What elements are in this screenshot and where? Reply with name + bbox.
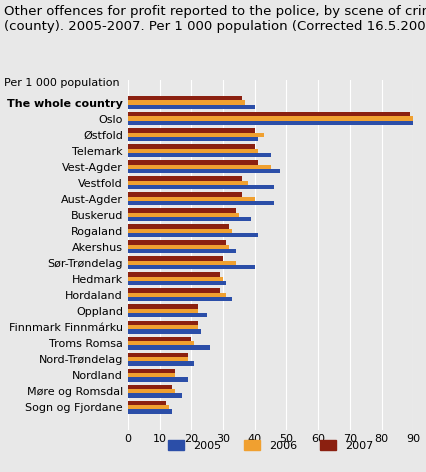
Bar — [128, 345, 210, 350]
Bar — [128, 144, 255, 149]
Bar — [128, 149, 258, 153]
Text: Other offences for profit reported to the police, by scene of crime
(county). 20: Other offences for profit reported to th… — [4, 5, 426, 33]
Bar — [128, 224, 229, 228]
Bar — [128, 217, 251, 221]
Bar — [128, 133, 264, 137]
Bar — [128, 101, 245, 105]
Bar — [128, 361, 194, 365]
Bar — [128, 309, 198, 313]
Bar — [128, 393, 182, 397]
Bar — [128, 169, 280, 173]
Bar — [128, 389, 176, 393]
Bar — [128, 277, 223, 281]
Bar — [128, 181, 248, 185]
Bar — [128, 192, 242, 197]
Bar — [128, 244, 229, 249]
Bar — [128, 357, 188, 361]
Bar — [128, 165, 271, 169]
Bar — [128, 329, 201, 334]
Bar — [128, 153, 271, 157]
Bar — [128, 240, 226, 244]
Bar — [128, 353, 188, 357]
Bar — [128, 201, 273, 205]
Bar — [128, 249, 236, 253]
Bar — [128, 185, 273, 189]
Bar — [128, 288, 220, 293]
Bar — [128, 320, 198, 325]
Bar — [128, 385, 172, 389]
Bar — [128, 369, 176, 373]
Bar — [128, 208, 236, 213]
Bar — [128, 137, 258, 141]
Legend: 2005, 2006, 2007: 2005, 2006, 2007 — [163, 436, 378, 455]
Bar — [128, 228, 233, 233]
Bar — [128, 313, 207, 318]
Bar — [128, 337, 191, 341]
Bar — [128, 117, 413, 121]
Bar — [128, 405, 169, 409]
Bar — [128, 373, 176, 377]
Bar — [128, 121, 416, 125]
Bar — [128, 304, 198, 309]
Bar — [128, 401, 166, 405]
Bar — [128, 233, 258, 237]
Bar — [128, 96, 242, 101]
Bar — [128, 128, 255, 133]
Bar — [128, 281, 226, 286]
Bar — [128, 341, 194, 345]
Bar — [128, 265, 255, 270]
Bar — [128, 256, 223, 261]
Bar — [128, 293, 226, 297]
Bar — [128, 325, 198, 329]
Bar — [128, 105, 255, 109]
Bar — [128, 197, 255, 201]
Bar — [128, 409, 172, 413]
Bar — [128, 112, 410, 117]
Bar — [128, 213, 239, 217]
Text: Per 1 000 population: Per 1 000 population — [4, 78, 120, 88]
Bar — [128, 297, 233, 302]
Bar — [128, 261, 236, 265]
Bar — [128, 272, 220, 277]
Bar — [128, 377, 188, 381]
Bar — [128, 176, 242, 181]
Bar — [128, 160, 258, 165]
